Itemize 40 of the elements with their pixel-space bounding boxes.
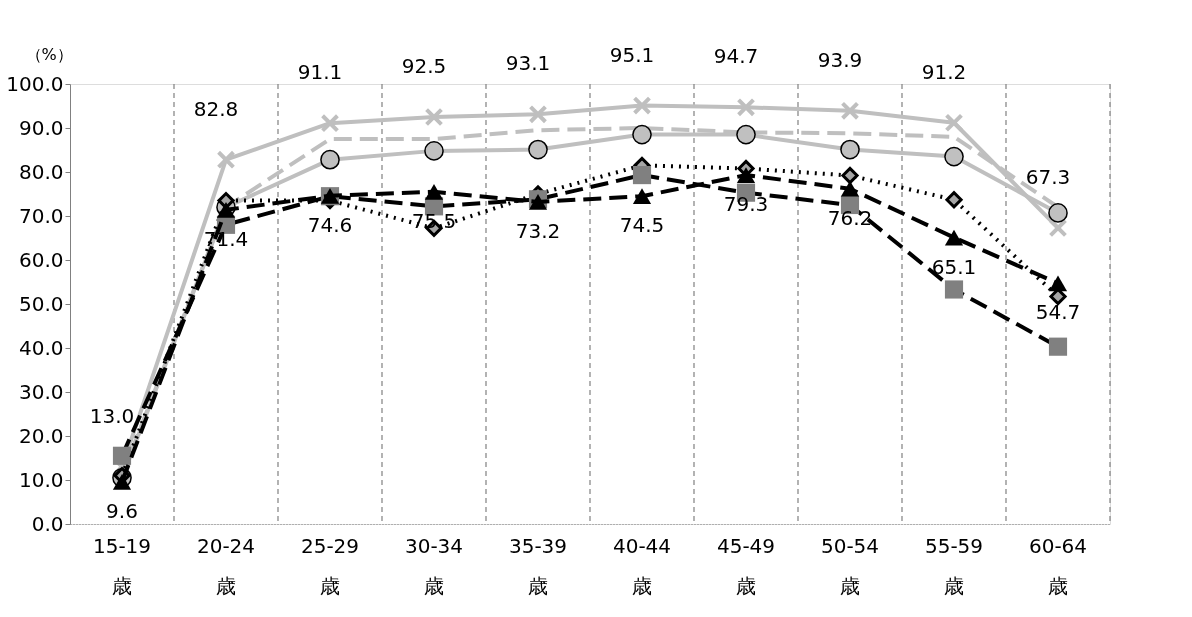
y-tick-label: 40.0 <box>18 335 64 360</box>
data-label: 91.2 <box>921 59 967 84</box>
data-label: 65.1 <box>931 254 977 279</box>
x-tick-label: 50-54 歳 <box>820 533 880 598</box>
x-tick-label: 40-44 歳 <box>612 533 672 598</box>
y-tick-label: 70.0 <box>18 203 64 228</box>
y-tick-label: 30.0 <box>18 379 64 404</box>
y-tick-label: 10.0 <box>18 467 64 492</box>
x-tick-label: 25-29 歳 <box>300 533 360 598</box>
data-label: 9.6 <box>106 498 138 523</box>
x-tick-label: 45-49 歳 <box>716 533 776 598</box>
x-tick-label: 55-59 歳 <box>924 533 984 598</box>
y-tick-label: 20.0 <box>18 423 64 448</box>
x-tick-label: 20-24 歳 <box>196 533 256 598</box>
data-label: 92.5 <box>401 54 447 78</box>
data-label: 91.1 <box>297 60 343 85</box>
data-label: 93.1 <box>505 51 551 76</box>
y-axis-title: （%） <box>25 44 73 64</box>
data-label: 73.2 <box>515 218 561 243</box>
data-label: 67.3 <box>1025 164 1071 189</box>
y-tick-label: 100.0 <box>6 71 64 96</box>
y-tick-label: 60.0 <box>18 247 64 272</box>
x-tick-label: 15-19 歳 <box>92 533 152 598</box>
data-label: 82.8 <box>193 96 239 121</box>
data-label: 74.6 <box>307 212 353 237</box>
x-tick-label: 60-64 歳 <box>1028 533 1088 598</box>
data-label: 54.7 <box>1035 300 1081 325</box>
data-label: 74.5 <box>619 213 665 238</box>
data-label: 76.2 <box>827 205 873 230</box>
y-tick-label: 80.0 <box>18 159 64 184</box>
x-tick-label: 35-39 歳 <box>508 533 568 598</box>
data-label: 95.1 <box>609 42 655 67</box>
data-label: 94.7 <box>713 44 759 69</box>
data-label: 13.0 <box>89 403 135 428</box>
y-tick-label: 0.0 <box>31 511 64 536</box>
data-label: 93.9 <box>817 47 863 72</box>
x-tick-label: 30-34 歳 <box>404 533 464 598</box>
data-label: 79.3 <box>723 192 769 217</box>
y-tick-label: 90.0 <box>18 115 64 140</box>
y-tick-label: 50.0 <box>18 291 64 316</box>
